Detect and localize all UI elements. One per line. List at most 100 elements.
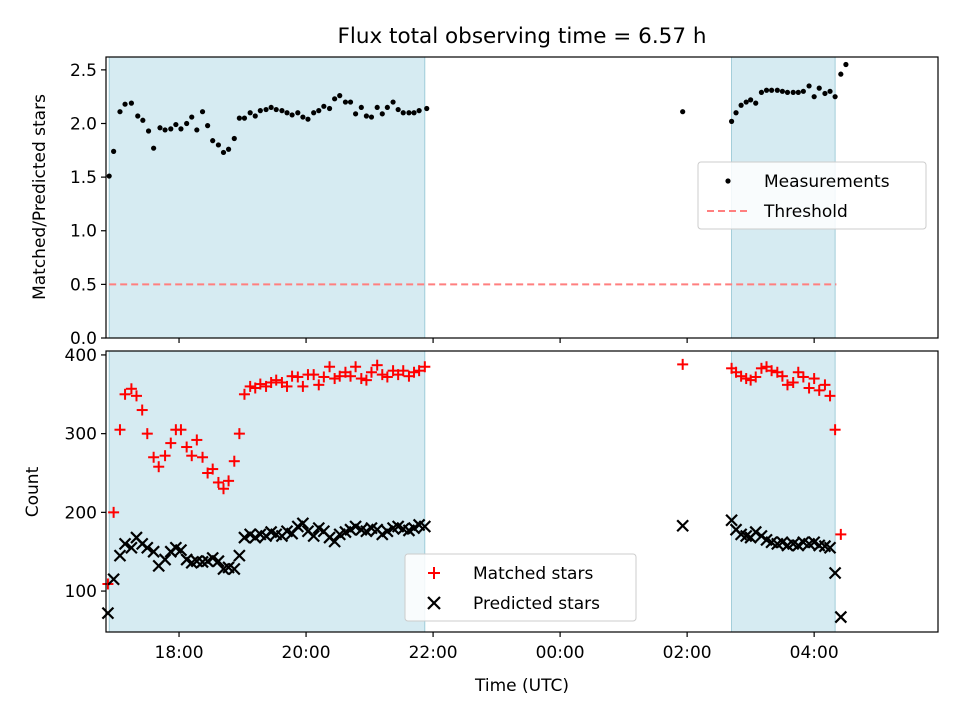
measurement-point-3	[122, 101, 128, 107]
predicted-point-59	[418, 520, 432, 533]
measurement-point-66	[753, 100, 759, 106]
predicted-point-b-1	[107, 572, 120, 586]
matched-point-42	[329, 373, 341, 385]
measurement-point-10	[162, 127, 168, 133]
matched-point-51	[376, 369, 388, 381]
measurement-point-47	[358, 104, 364, 111]
observing-windows-top	[108, 56, 836, 339]
measurement-point-62	[733, 110, 739, 116]
observing-window-bottom-0	[108, 350, 426, 633]
matched-point-72	[781, 379, 793, 391]
measurement-point-44	[342, 99, 349, 105]
measurement-point-20	[215, 142, 222, 148]
ratio-legend: Measurements Threshold	[697, 161, 927, 230]
count-x-ticks: 18:00 20:00 22:00 00:00 02:00 04:00	[155, 632, 839, 663]
measurement-point-30	[268, 104, 274, 111]
matched-point-22	[223, 475, 235, 487]
count-legend: Matched stars Predicted stars	[404, 553, 637, 622]
predicted-point-b-61	[725, 513, 738, 527]
measurement-point-19	[210, 138, 216, 144]
measurement-point-7	[145, 128, 152, 134]
measurement-point-78	[816, 85, 822, 91]
predicted-point-3	[118, 537, 132, 551]
measurement-point-74	[795, 89, 801, 95]
measurement-point-33	[284, 110, 290, 116]
predicted-point-b-7	[141, 541, 154, 555]
predicted-point-b-16	[190, 554, 204, 568]
count-panel: 100 200 300 400 18:00 20:00 22:00 00:00 02:00 04…	[23, 346, 939, 696]
predicted-point-b-47	[355, 523, 368, 536]
predicted-point-80	[823, 541, 837, 555]
ratio-panel: 0.0 0.5 1.0 1.5 2.0 2.5 Matched/Predicted sta…	[30, 56, 939, 349]
measurement-point-63	[738, 102, 744, 108]
matched-point-45	[345, 370, 357, 382]
matched-point-28	[254, 378, 266, 390]
predicted-point-b-75	[797, 535, 810, 549]
measurement-point-60	[680, 109, 686, 115]
measurement-point-13	[178, 126, 184, 132]
ratio-y-tick-label-4: 2.0	[70, 114, 97, 134]
measurement-point-5	[135, 113, 141, 119]
predicted-point-b-31	[269, 528, 283, 541]
measurement-point-75	[800, 88, 806, 94]
predicted-point-b-79	[818, 539, 832, 553]
predicted-point-b-40	[317, 524, 331, 538]
measurement-point-81	[832, 94, 838, 100]
measurement-point-40	[321, 103, 327, 109]
predicted-point-b-49	[365, 521, 378, 535]
matched-point-31	[270, 374, 282, 386]
matched-point-6	[136, 404, 148, 416]
matched-point-47	[355, 373, 367, 385]
measurement-point-76	[806, 83, 812, 89]
predicted-point-b-2	[113, 549, 127, 562]
measurement-point-27	[252, 113, 258, 119]
ratio-y-label: Matched/Predicted stars	[30, 94, 50, 300]
predicted-point-b-59	[418, 520, 432, 533]
matched-point-35	[292, 371, 304, 383]
predicted-point-8	[147, 545, 160, 558]
predicted-point-b-28	[254, 528, 267, 541]
matched-point-46	[350, 361, 362, 373]
measurement-point-16	[194, 127, 200, 133]
predicted-point-1	[107, 572, 120, 586]
predicted-point-b-78	[812, 539, 826, 552]
measurement-point-56	[406, 110, 412, 116]
matched-point-25	[238, 388, 250, 400]
ratio-panel-frame	[105, 56, 939, 339]
measurement-point-57	[411, 110, 417, 116]
measurement-point-73	[790, 89, 796, 95]
predicted-point-b-64	[739, 529, 753, 543]
measurement-point-82	[838, 71, 844, 77]
matched-point-71	[776, 370, 788, 382]
matched-point-16	[191, 434, 203, 446]
matched-point-80	[824, 390, 836, 402]
matched-point-7	[141, 428, 153, 440]
predicted-point-b-69	[765, 535, 778, 549]
predicted-point-4	[125, 541, 138, 555]
predicted-point-b-58	[412, 518, 426, 532]
matched-point-48	[360, 374, 372, 386]
matched-point-52	[381, 371, 393, 383]
measurement-point-38	[311, 110, 317, 116]
predicted-point-7	[141, 541, 154, 555]
matched-point-76	[803, 382, 815, 394]
ratio-legend-box	[697, 161, 927, 230]
matched-point-15	[186, 450, 198, 462]
legend-matched-label: Matched stars	[473, 564, 593, 584]
x-axis-label: Time (UTC)	[474, 676, 569, 696]
matched-point-82	[835, 528, 847, 540]
predicted-point-42	[328, 535, 341, 548]
predicted-point-36	[296, 517, 310, 530]
count-y-tick-label-0: 100	[65, 582, 97, 602]
predicted-point-b-46	[349, 520, 362, 533]
matched-point-8	[148, 451, 160, 463]
measurement-point-72	[784, 89, 791, 95]
predicted-point-b-73	[786, 537, 800, 551]
matched-point-69	[766, 365, 778, 377]
predicted-point-b-82	[834, 610, 848, 624]
legend-measurements-marker	[725, 178, 731, 184]
measurement-point-26	[247, 110, 253, 116]
measurement-point-31	[273, 106, 279, 113]
measurement-point-49	[368, 114, 375, 120]
measurement-point-50	[374, 104, 380, 111]
